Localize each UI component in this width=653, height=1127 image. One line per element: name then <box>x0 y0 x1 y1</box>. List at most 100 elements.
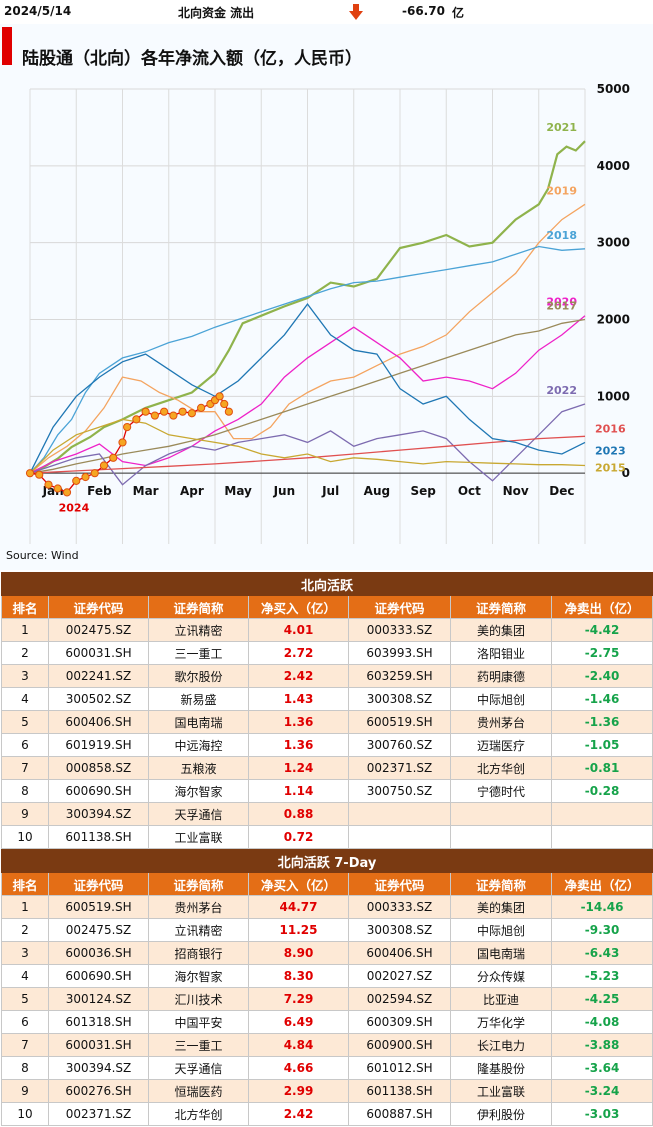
series-point-2024 <box>224 407 233 416</box>
series-point-2024 <box>187 409 196 418</box>
column-header: 净买入（亿） <box>248 595 349 619</box>
table-cell: -3.64 <box>550 1056 653 1080</box>
x-tick-label: Jul <box>321 484 339 498</box>
table-cell: 300502.SZ <box>48 687 149 711</box>
table-cell: 600406.SH <box>48 710 149 734</box>
table-cell: 药明康德 <box>450 664 552 688</box>
date-label: 2024/5/14 <box>4 4 72 18</box>
table-cell: 8.30 <box>248 964 349 988</box>
chart-area: 陆股通（北向）各年净流入额（亿，人民币） 5000 4000 3000 2000 100… <box>0 24 653 570</box>
top-status-bar: 2024/5/14 北向资金 流出 -66.70 亿 <box>0 0 653 25</box>
table-cell: -4.25 <box>550 987 653 1011</box>
table-cell: 歌尔股份 <box>148 664 249 688</box>
table-cell <box>450 825 552 849</box>
series-line-2016 <box>29 435 586 474</box>
table1-title: 北向活跃 <box>0 572 653 596</box>
table-cell: 中远海控 <box>148 733 249 757</box>
table-row: 6 601318.SH 中国平安 6.49 600309.SH 万华化学 -4.08 <box>1 1010 653 1034</box>
table-cell: 10 <box>1 1102 49 1126</box>
table-cell: 9 <box>1 802 49 826</box>
series-point-2024 <box>123 422 132 432</box>
table-cell: 三一重工 <box>148 1033 249 1057</box>
table-cell: 4.66 <box>248 1056 349 1080</box>
table-row: 6 601919.SH 中远海控 1.36 300760.SZ 迈瑞医疗 -1.05 <box>1 733 653 757</box>
table-cell: 002241.SZ <box>48 664 149 688</box>
table-cell <box>450 802 552 826</box>
table-row: 2 600031.SH 三一重工 2.72 603993.SH 洛阳钼业 -2.75 <box>1 641 653 665</box>
table-cell: 2.42 <box>248 1102 349 1126</box>
y-tick-label: 4000 <box>597 159 630 173</box>
column-header: 排名 <box>1 595 49 619</box>
series-point-2024 <box>118 438 127 447</box>
series-line-2017 <box>29 318 586 474</box>
series-label-2022: 2022 <box>546 384 577 397</box>
table-cell: 1.43 <box>248 687 349 711</box>
table-cell: 600276.SH <box>48 1079 149 1103</box>
table-cell: 002594.SZ <box>348 987 451 1011</box>
table-cell: 000858.SZ <box>48 756 149 780</box>
table-cell: 8 <box>1 779 49 803</box>
table-cell: 4.84 <box>248 1033 349 1057</box>
table-cell: 600519.SH <box>348 710 451 734</box>
table-cell: 天孚通信 <box>148 1056 249 1080</box>
table-cell: -1.46 <box>550 687 653 711</box>
series-point-2024 <box>132 415 141 424</box>
table-cell: 603993.SH <box>348 641 451 665</box>
table-cell: 立讯精密 <box>148 618 249 642</box>
table-cell: -1.05 <box>550 733 653 757</box>
table-cell: 1 <box>1 618 49 642</box>
table-cell: 002027.SZ <box>348 964 451 988</box>
series-point-2024 <box>62 488 72 497</box>
table-cell: 600900.SH <box>348 1033 451 1057</box>
series-label-2019: 2019 <box>546 184 577 197</box>
series-point-2024 <box>220 399 229 409</box>
series-line-2022 <box>29 403 586 486</box>
table-row: 8 300394.SZ 天孚通信 4.66 601012.SH 隆基股份 -3.64 <box>1 1056 653 1080</box>
table2-title: 北向活跃 7-Day <box>0 849 653 873</box>
table-cell: -5.23 <box>550 964 653 988</box>
table-cell: -3.88 <box>550 1033 653 1057</box>
table-cell: 2 <box>1 641 49 665</box>
x-tick-label: Jun <box>273 484 296 498</box>
column-header: 证券代码 <box>48 872 149 896</box>
table-cell: 中国平安 <box>148 1010 249 1034</box>
series-point-2024 <box>99 461 109 470</box>
table-cell: 002371.SZ <box>348 756 451 780</box>
table-cell: 2.72 <box>248 641 349 665</box>
table-cell: 8 <box>1 1056 49 1080</box>
table-cell: -2.40 <box>550 664 653 688</box>
table-cell: 601138.SH <box>48 825 149 849</box>
table-cell: 贵州茅台 <box>450 710 552 734</box>
table-row: 1 600519.SH 贵州茅台 44.77 000333.SZ 美的集团 -14.46 <box>1 895 653 919</box>
table-cell: 600031.SH <box>48 641 149 665</box>
series-line-2015 <box>29 418 586 474</box>
table-cell: -0.28 <box>550 779 653 803</box>
x-tick-label: Dec <box>549 484 574 498</box>
x-tick-label: Nov <box>503 484 529 498</box>
flow-value: -66.70 <box>402 4 445 18</box>
column-header: 证券代码 <box>348 872 451 896</box>
series-point-2024 <box>53 484 62 493</box>
table-cell: 比亚迪 <box>450 987 552 1011</box>
series-point-2024 <box>81 472 90 482</box>
table-cell: -0.81 <box>550 756 653 780</box>
series-point-2024 <box>109 453 118 462</box>
table-cell: 恒瑞医药 <box>148 1079 249 1103</box>
table-cell: 000333.SZ <box>348 895 451 919</box>
series-label-2015: 2015 <box>595 461 626 474</box>
table-cell: 五粮液 <box>148 756 249 780</box>
table-cell: 002371.SZ <box>48 1102 149 1126</box>
table-cell: 海尔智家 <box>148 964 249 988</box>
table-cell: 北方华创 <box>450 756 552 780</box>
table-cell: 300308.SZ <box>348 687 451 711</box>
table-cell: 11.25 <box>248 918 349 942</box>
table-cell: 600309.SH <box>348 1010 451 1034</box>
table-cell: -3.03 <box>550 1102 653 1126</box>
table-cell: 300750.SZ <box>348 779 451 803</box>
table-cell <box>348 825 451 849</box>
table-cell: 国电南瑞 <box>450 941 552 965</box>
table-row: 5 600406.SH 国电南瑞 1.36 600519.SH 贵州茅台 -1.36 <box>1 710 653 734</box>
series-point-2024 <box>178 407 187 416</box>
table-cell: 600690.SH <box>48 779 149 803</box>
table-cell: 600031.SH <box>48 1033 149 1057</box>
